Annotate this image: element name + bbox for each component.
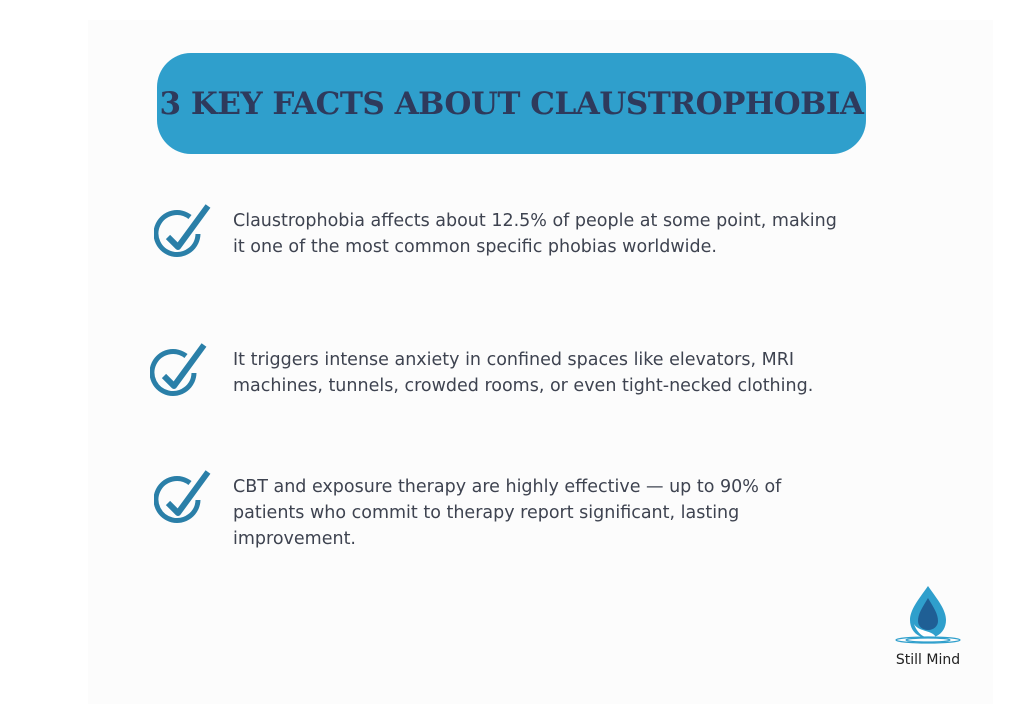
fact-text: CBT and exposure therapy are highly effe… xyxy=(233,477,782,549)
fact-text: It triggers intense anxiety in confined … xyxy=(233,350,814,396)
fact-text: Claustrophobia affects about 12.5% of pe… xyxy=(233,211,837,257)
title-banner: 3 KEY FACTS ABOUT CLAUSTROPHOBIA xyxy=(157,53,866,154)
check-circle-icon xyxy=(154,470,211,523)
water-drop-icon xyxy=(895,586,961,644)
check-circle-icon xyxy=(154,204,211,257)
still-mind-logo: Still Mind xyxy=(888,584,968,674)
page-title: 3 KEY FACTS ABOUT CLAUSTROPHOBIA xyxy=(159,85,864,122)
logo-text: Still Mind xyxy=(895,652,961,668)
check-circle-icon xyxy=(150,343,207,396)
